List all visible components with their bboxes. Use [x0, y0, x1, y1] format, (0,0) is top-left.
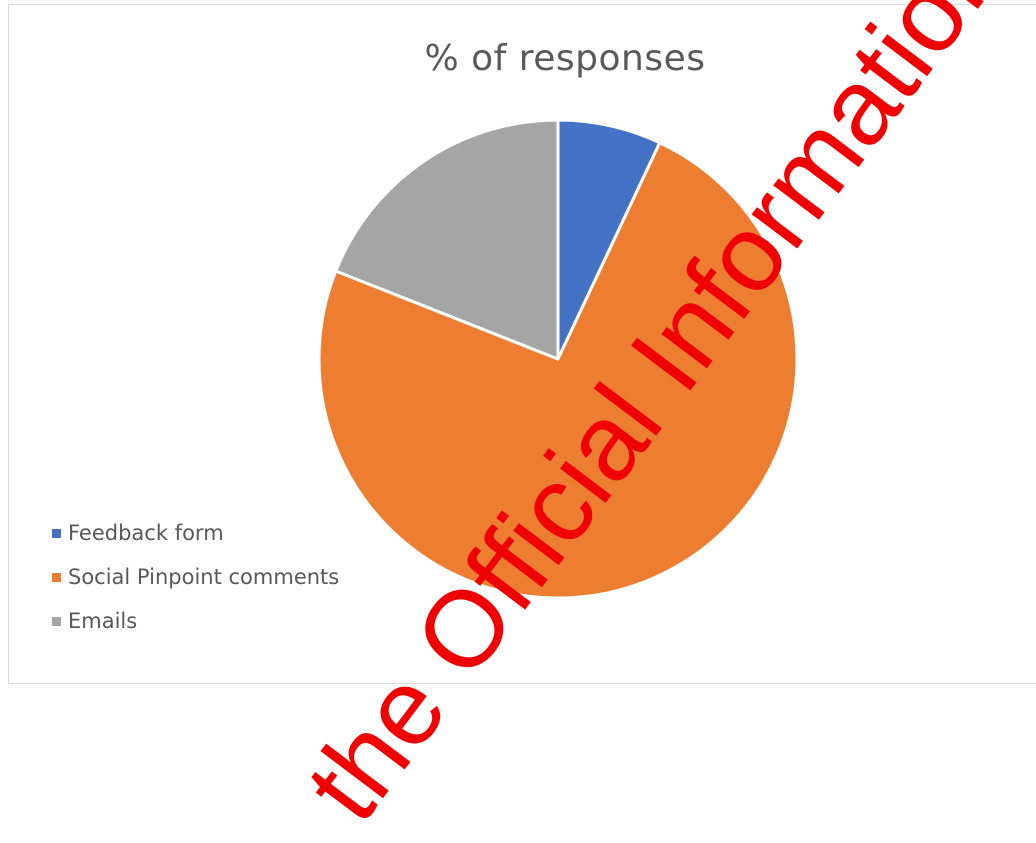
legend: Feedback form Social Pinpoint comments Ema…	[52, 511, 339, 643]
pie-chart	[317, 118, 799, 600]
legend-item: Social Pinpoint comments	[52, 555, 339, 599]
legend-swatch	[52, 528, 61, 538]
legend-item: Emails	[52, 599, 339, 643]
pie-slice-emails	[334, 118, 560, 361]
legend-swatch	[52, 572, 61, 582]
pie-slice-feedback-form	[556, 118, 662, 361]
pie-slice-social-pinpoint-comments	[317, 141, 799, 600]
legend-label: Emails	[68, 609, 138, 633]
legend-label: Feedback form	[68, 521, 224, 545]
legend-label: Social Pinpoint comments	[68, 565, 340, 589]
legend-swatch	[52, 616, 61, 626]
legend-item: Feedback form	[52, 511, 339, 555]
chart-title: % of responses	[424, 38, 706, 79]
